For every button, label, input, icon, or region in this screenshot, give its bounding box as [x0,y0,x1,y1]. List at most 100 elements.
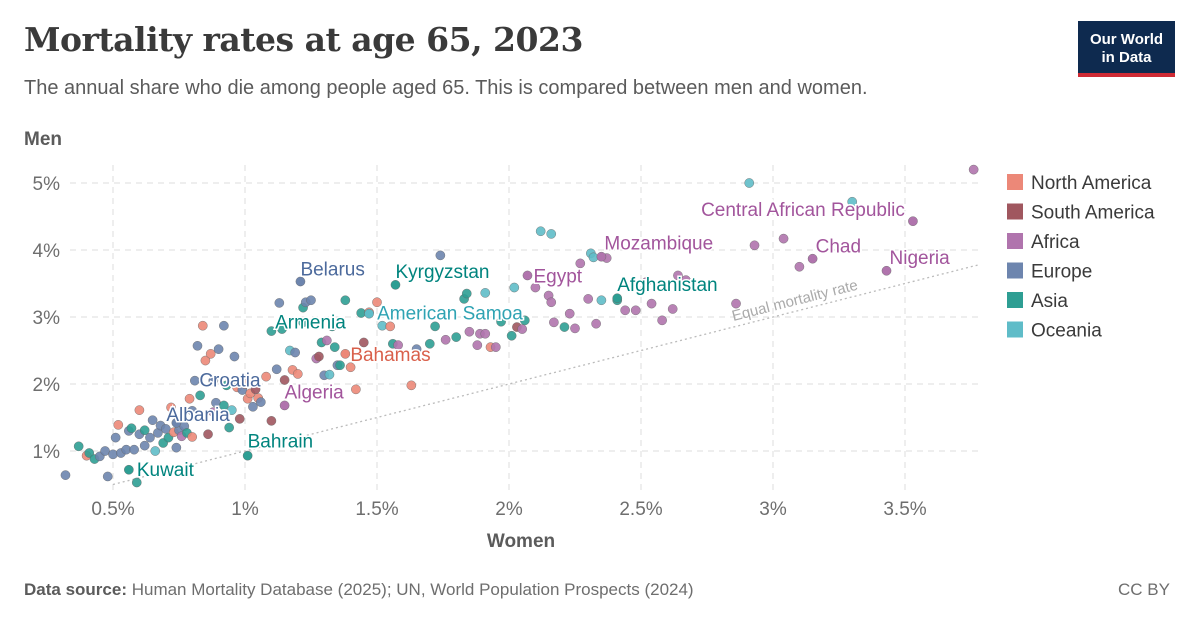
data-point [234,414,245,424]
license[interactable]: CC BY [1118,580,1170,599]
labeled-point [364,308,374,319]
legend-item[interactable]: South America [1031,203,1155,224]
y-axis-label: Men [24,129,62,150]
data-point [480,288,491,298]
data-point [385,321,396,332]
data-point [187,405,197,416]
data-point [314,351,324,362]
data-point [226,405,237,415]
data-point [335,360,345,371]
point-label: Egypt [533,266,582,287]
data-point [261,371,271,382]
legend-swatch-as [1007,292,1023,308]
labeled-point [612,293,623,304]
data-point [509,282,520,293]
x-tick-label: 2% [495,499,523,520]
data-point [219,400,229,411]
data-point [266,416,277,426]
data-point [673,270,683,281]
data-point [546,229,557,239]
data-point [345,362,356,373]
data-point [108,449,118,460]
data-point [641,277,652,287]
data-point [277,324,287,334]
y-tick-label: 1% [33,442,61,463]
data-point [583,294,594,304]
data-point [535,226,546,237]
y-tick-label: 5% [33,174,61,195]
data-point [451,332,462,342]
data-point [166,402,176,413]
footer-source: Data source: Human Mortality Database (2… [24,580,694,600]
data-point [440,334,451,345]
logo-line1: Our World [1089,31,1164,48]
data-point [190,375,200,386]
chart-subtitle: The annual share who die among people ag… [24,77,868,99]
data-point [145,432,155,443]
legend-swatch-na [1007,174,1023,190]
labeled-point [295,276,306,287]
data-point [306,295,316,306]
point-label: Armenia [275,312,346,333]
point-label: Croatia [199,371,261,392]
data-point [192,341,203,351]
legend-item[interactable]: Asia [1031,291,1068,312]
data-point [393,340,403,350]
data-point [208,407,219,417]
data-point [200,355,211,366]
data-point [667,304,678,314]
point-label: American Samoa [377,304,523,325]
data-point [794,261,805,272]
point-label: Bahamas [350,345,430,366]
point-label: Chad [816,237,861,258]
data-point [731,298,741,309]
data-point [596,295,607,306]
data-point [256,397,266,407]
labeled-point [596,251,607,262]
data-point [266,326,277,336]
data-point [129,444,139,455]
x-tick-label: 3.5% [883,499,926,520]
data-point [570,323,580,334]
data-point [564,308,575,319]
data-point [290,347,300,358]
data-point [657,315,667,326]
legend-item[interactable]: Oceania [1031,321,1102,342]
data-point [549,317,559,328]
x-tick-label: 1.5% [355,499,398,520]
data-point [620,305,630,316]
point-label: Bahrain [248,432,314,453]
data-point [240,379,250,389]
legend-item[interactable]: Europe [1031,262,1092,283]
owid-logo[interactable]: Our World in Data [1078,21,1175,77]
data-point [73,441,84,452]
data-point [327,321,337,332]
x-tick-label: 2.5% [619,499,662,520]
source-label: Data source: [24,580,127,599]
data-point [411,344,422,354]
source-text[interactable]: Human Mortality Database (2025); UN, Wor… [126,580,694,599]
data-point [324,369,335,380]
data-point [559,322,570,332]
data-point [110,432,121,443]
point-label: Kuwait [137,460,195,481]
legend-swatch-af [1007,233,1023,249]
data-point [131,477,142,488]
data-point [184,393,195,404]
data-point [134,405,145,415]
data-point [591,318,601,329]
data-point [520,315,530,326]
legend-item[interactable]: Africa [1031,232,1080,253]
data-point [435,250,446,261]
data-point [213,344,224,354]
labeled-point [242,450,253,461]
data-point [150,446,161,456]
data-point [147,415,158,425]
point-label: Belarus [300,259,364,280]
labeled-point [279,400,290,411]
data-point [480,328,491,339]
data-point [847,196,858,207]
data-point [968,164,979,175]
legend-item[interactable]: North America [1031,173,1152,194]
data-point [351,384,361,395]
